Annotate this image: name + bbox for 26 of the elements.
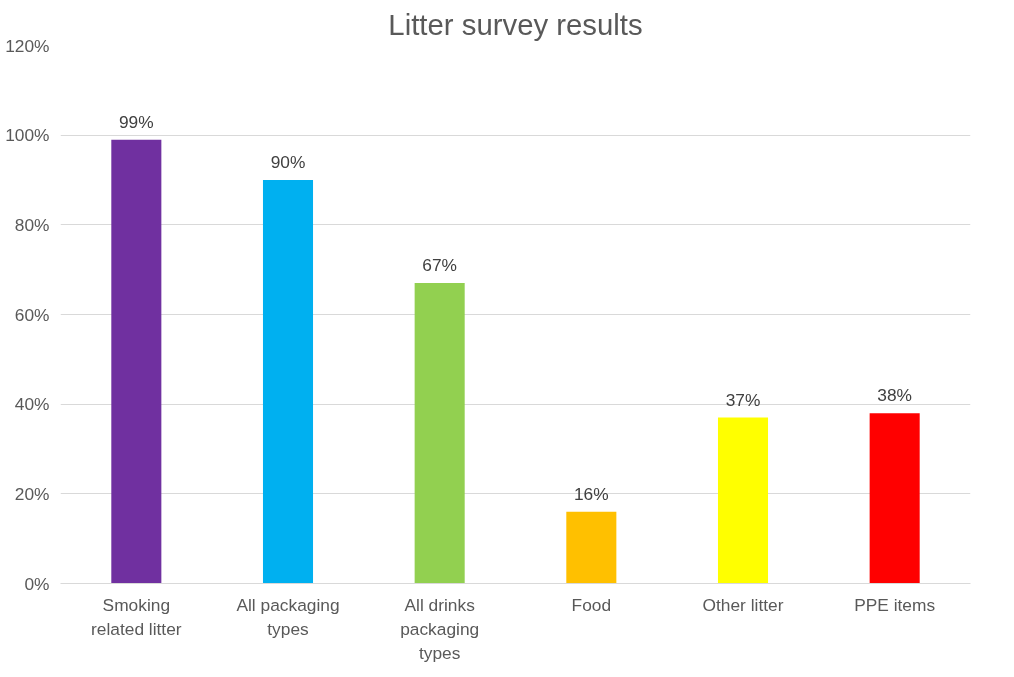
x-tick-label: Smoking related litter [91, 594, 182, 639]
bar [262, 180, 314, 584]
x-tick-label: PPE items [854, 594, 936, 615]
x-tick-label: Food [571, 594, 612, 615]
bar [717, 417, 769, 584]
bar [414, 283, 465, 584]
y-tick-label: 100% [5, 125, 50, 146]
x-tick-label: All drinks packaging types [400, 594, 480, 663]
bar [566, 511, 617, 584]
data-label: 37% [725, 389, 761, 410]
data-label: 67% [422, 255, 458, 276]
y-tick-label: 40% [14, 394, 50, 415]
data-label: 16% [573, 483, 609, 504]
data-label: 38% [877, 385, 913, 406]
y-tick-label: 20% [14, 483, 50, 504]
y-tick-label: 60% [14, 304, 50, 325]
data-label: 90% [270, 152, 306, 172]
bar [869, 413, 920, 584]
x-tick-label: Other litter [702, 594, 784, 615]
y-tick-label: 120% [5, 35, 50, 56]
bar [111, 139, 162, 584]
chart-title: Litter survey results [388, 7, 643, 41]
y-tick-label: 0% [24, 573, 50, 594]
data-label: 99% [118, 111, 154, 132]
y-tick-label: 80% [14, 214, 50, 235]
x-tick-label: All packaging types [236, 594, 340, 639]
